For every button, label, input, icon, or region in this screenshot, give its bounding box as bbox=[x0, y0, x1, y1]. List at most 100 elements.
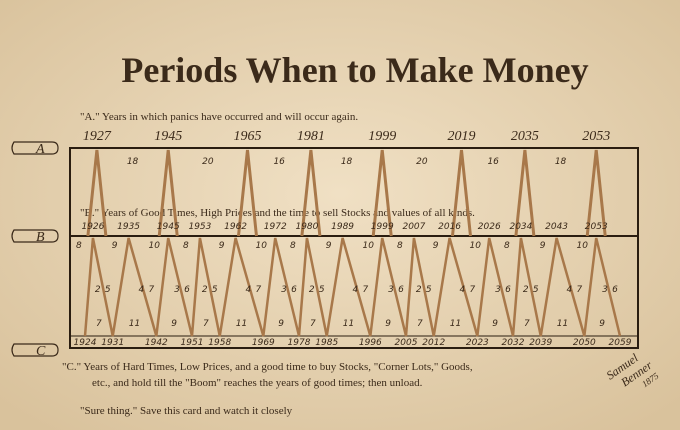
b-year: 1926 bbox=[81, 222, 104, 232]
frame bbox=[69, 147, 639, 349]
peak bbox=[236, 149, 258, 237]
b-interval: 10 bbox=[255, 241, 267, 251]
mid-number: 5 bbox=[212, 285, 218, 295]
a-interval: 18 bbox=[555, 157, 567, 167]
peak bbox=[450, 149, 472, 237]
b-interval: 9 bbox=[540, 241, 546, 251]
a-interval: 18 bbox=[127, 157, 139, 167]
peak bbox=[86, 149, 108, 237]
c-year: 1931 bbox=[101, 338, 124, 348]
b-interval: 10 bbox=[362, 241, 374, 251]
mid-number: 2 bbox=[416, 285, 422, 295]
a-year: 1945 bbox=[154, 129, 182, 144]
c-interval: 9 bbox=[599, 319, 605, 329]
peak bbox=[300, 149, 322, 237]
c-interval: 11 bbox=[236, 319, 247, 329]
mid-number: 7 bbox=[255, 285, 261, 295]
c-year: 1996 bbox=[359, 338, 382, 348]
mid-number: 3 bbox=[388, 285, 394, 295]
marker: A bbox=[35, 142, 45, 157]
a-year: 2019 bbox=[447, 129, 475, 144]
a-year: 1927 bbox=[83, 129, 112, 144]
peak bbox=[157, 149, 179, 237]
legend-c: etc., and hold till the "Boom" reaches t… bbox=[92, 377, 423, 389]
b-interval: 8 bbox=[397, 241, 403, 251]
a-interval: 18 bbox=[341, 157, 353, 167]
mid-number: 4 bbox=[566, 285, 572, 295]
mid-number: 3 bbox=[602, 285, 608, 295]
a-year: 1965 bbox=[233, 129, 261, 144]
zigzag bbox=[83, 237, 622, 337]
b-year: 2026 bbox=[478, 222, 501, 232]
mid-number: 4 bbox=[245, 285, 251, 295]
peak bbox=[514, 149, 536, 237]
mid-number: 6 bbox=[398, 285, 404, 295]
c-interval: 11 bbox=[557, 319, 568, 329]
b-interval: 10 bbox=[469, 241, 481, 251]
c-interval: 11 bbox=[129, 319, 140, 329]
c-interval: 7 bbox=[310, 319, 316, 329]
b-year: 1945 bbox=[157, 222, 180, 232]
c-interval: 9 bbox=[385, 319, 391, 329]
c-interval: 7 bbox=[96, 319, 102, 329]
c-interval: 9 bbox=[278, 319, 284, 329]
mid-number: 3 bbox=[495, 285, 501, 295]
b-interval: 9 bbox=[219, 241, 225, 251]
c-interval: 11 bbox=[450, 319, 461, 329]
title: Periods When to Make Money bbox=[121, 50, 588, 90]
mid-number: 7 bbox=[469, 285, 475, 295]
b-interval: 10 bbox=[148, 241, 160, 251]
a-year: 1981 bbox=[297, 129, 325, 144]
legend-b: "B." Years of Good Times, High Prices an… bbox=[80, 207, 475, 219]
a-interval: 20 bbox=[416, 157, 428, 167]
c-interval: 7 bbox=[524, 319, 530, 329]
legend-a: "A." Years in which panics have occurred… bbox=[80, 111, 358, 123]
mid-number: 4 bbox=[459, 285, 465, 295]
hands bbox=[11, 141, 59, 357]
mid-number: 6 bbox=[184, 285, 190, 295]
peak bbox=[585, 149, 607, 237]
b-year: 1980 bbox=[295, 222, 318, 232]
mid-number: 6 bbox=[505, 285, 511, 295]
a-year: 2053 bbox=[582, 129, 610, 144]
c-year: 1985 bbox=[315, 338, 338, 348]
c-interval: 9 bbox=[171, 319, 177, 329]
c-year: 2005 bbox=[395, 338, 418, 348]
c-year: 1942 bbox=[145, 338, 168, 348]
b-year: 2043 bbox=[545, 222, 568, 232]
b-interval: 8 bbox=[76, 241, 82, 251]
c-year: 1969 bbox=[252, 338, 275, 348]
mid-number: 6 bbox=[291, 285, 297, 295]
a-year: 1999 bbox=[368, 129, 396, 144]
c-year: 1958 bbox=[208, 338, 231, 348]
c-year: 1951 bbox=[181, 338, 204, 348]
c-year: 2050 bbox=[573, 338, 596, 348]
b-interval: 8 bbox=[504, 241, 510, 251]
signature: Samuel Benner 1875 bbox=[604, 350, 661, 389]
c-year: 2039 bbox=[529, 338, 552, 348]
legend-c: "C." Years of Hard Times, Low Prices, an… bbox=[62, 361, 473, 373]
c-year: 2032 bbox=[502, 338, 525, 348]
b-interval: 9 bbox=[326, 241, 332, 251]
b-year: 2053 bbox=[585, 222, 608, 232]
mid-number: 2 bbox=[202, 285, 208, 295]
b-interval: 8 bbox=[290, 241, 296, 251]
c-year: 2023 bbox=[466, 338, 489, 348]
mid-number: 3 bbox=[174, 285, 180, 295]
a-year: 2035 bbox=[511, 129, 539, 144]
b-year: 1989 bbox=[331, 222, 354, 232]
b-interval: 8 bbox=[183, 241, 189, 251]
c-year: 1924 bbox=[74, 338, 97, 348]
b-year: 2034 bbox=[509, 222, 532, 232]
mid-number: 4 bbox=[138, 285, 144, 295]
a-interval: 20 bbox=[202, 157, 214, 167]
c-interval: 9 bbox=[492, 319, 498, 329]
peak bbox=[371, 149, 393, 237]
mid-number: 7 bbox=[148, 285, 154, 295]
b-year: 2016 bbox=[438, 222, 461, 232]
mid-number: 6 bbox=[612, 285, 618, 295]
mid-number: 7 bbox=[362, 285, 368, 295]
footer: "Sure thing." Save this card and watch i… bbox=[80, 405, 293, 417]
mid-number: 2 bbox=[95, 285, 101, 295]
b-year: 1953 bbox=[188, 222, 211, 232]
